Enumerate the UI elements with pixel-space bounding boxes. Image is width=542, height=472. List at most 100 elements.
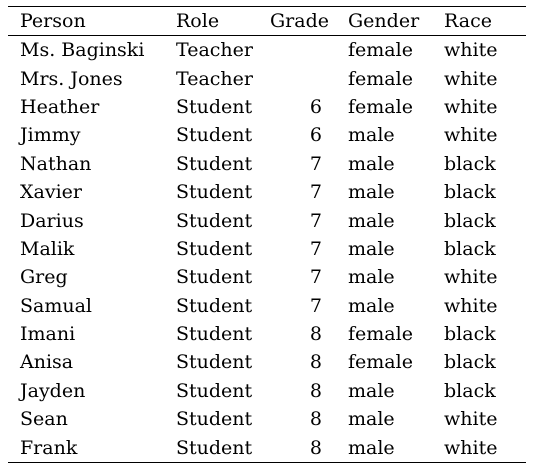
cell-role: Student xyxy=(176,150,264,178)
cell-person: Imani xyxy=(8,320,176,348)
cell-person: Darius xyxy=(8,206,176,234)
cell-gender: male xyxy=(348,178,444,206)
table-row: Jayden Student 8 male black xyxy=(8,377,526,405)
cell-person: Samual xyxy=(8,292,176,320)
header-grade: Grade xyxy=(264,7,348,36)
cell-grade: 8 xyxy=(264,405,348,433)
cell-gender: male xyxy=(348,150,444,178)
table-row: Samual Student 7 male white xyxy=(8,292,526,320)
cell-person: Heather xyxy=(8,93,176,121)
cell-role: Student xyxy=(176,121,264,149)
table-row: Darius Student 7 male black xyxy=(8,206,526,234)
cell-person: Jimmy xyxy=(8,121,176,149)
header-role: Role xyxy=(176,7,264,36)
cell-role: Student xyxy=(176,206,264,234)
cell-role: Teacher xyxy=(176,64,264,92)
cell-race: black xyxy=(444,320,526,348)
cell-gender: male xyxy=(348,433,444,462)
cell-race: black xyxy=(444,348,526,376)
table-body: Ms. Baginski Teacher female white Mrs. Jones… xyxy=(8,36,526,463)
cell-gender: female xyxy=(348,348,444,376)
cell-race: white xyxy=(444,292,526,320)
cell-race: black xyxy=(444,178,526,206)
cell-grade: 6 xyxy=(264,121,348,149)
cell-person: Mrs. Jones xyxy=(8,64,176,92)
cell-race: black xyxy=(444,206,526,234)
cell-grade: 8 xyxy=(264,320,348,348)
cell-gender: male xyxy=(348,235,444,263)
cell-race: white xyxy=(444,93,526,121)
people-table-container: Person Role Grade Gender Race Ms. Bagins… xyxy=(8,6,526,463)
cell-grade: 7 xyxy=(264,235,348,263)
cell-person: Sean xyxy=(8,405,176,433)
table-row: Nathan Student 7 male black xyxy=(8,150,526,178)
header-gender: Gender xyxy=(348,7,444,36)
cell-person: Jayden xyxy=(8,377,176,405)
cell-role: Student xyxy=(176,433,264,462)
header-row: Person Role Grade Gender Race xyxy=(8,7,526,36)
cell-person: Malik xyxy=(8,235,176,263)
cell-race: white xyxy=(444,36,526,65)
table-row: Malik Student 7 male black xyxy=(8,235,526,263)
cell-role: Student xyxy=(176,405,264,433)
cell-grade xyxy=(264,36,348,65)
table-header: Person Role Grade Gender Race xyxy=(8,7,526,36)
cell-role: Student xyxy=(176,263,264,291)
cell-grade: 7 xyxy=(264,263,348,291)
header-race: Race xyxy=(444,7,526,36)
cell-role: Student xyxy=(176,235,264,263)
cell-gender: male xyxy=(348,206,444,234)
table-row: Sean Student 8 male white xyxy=(8,405,526,433)
table-row: Heather Student 6 female white xyxy=(8,93,526,121)
cell-gender: male xyxy=(348,405,444,433)
cell-grade xyxy=(264,64,348,92)
table-row: Ms. Baginski Teacher female white xyxy=(8,36,526,65)
cell-person: Greg xyxy=(8,263,176,291)
cell-person: Xavier xyxy=(8,178,176,206)
table-row: Imani Student 8 female black xyxy=(8,320,526,348)
cell-race: black xyxy=(444,377,526,405)
cell-gender: male xyxy=(348,121,444,149)
cell-grade: 7 xyxy=(264,178,348,206)
cell-person: Frank xyxy=(8,433,176,462)
cell-person: Nathan xyxy=(8,150,176,178)
cell-gender: female xyxy=(348,93,444,121)
cell-gender: male xyxy=(348,377,444,405)
cell-role: Student xyxy=(176,292,264,320)
header-person: Person xyxy=(8,7,176,36)
cell-race: white xyxy=(444,64,526,92)
cell-grade: 7 xyxy=(264,150,348,178)
cell-grade: 8 xyxy=(264,348,348,376)
cell-person: Anisa xyxy=(8,348,176,376)
cell-person: Ms. Baginski xyxy=(8,36,176,65)
cell-gender: male xyxy=(348,292,444,320)
table-row: Greg Student 7 male white xyxy=(8,263,526,291)
cell-gender: female xyxy=(348,36,444,65)
table-row: Frank Student 8 male white xyxy=(8,433,526,462)
table-row: Anisa Student 8 female black xyxy=(8,348,526,376)
cell-race: black xyxy=(444,235,526,263)
people-table: Person Role Grade Gender Race Ms. Bagins… xyxy=(8,6,526,463)
cell-role: Student xyxy=(176,320,264,348)
table-row: Jimmy Student 6 male white xyxy=(8,121,526,149)
cell-role: Student xyxy=(176,348,264,376)
cell-race: black xyxy=(444,150,526,178)
cell-gender: male xyxy=(348,263,444,291)
cell-race: white xyxy=(444,433,526,462)
cell-grade: 7 xyxy=(264,292,348,320)
cell-role: Student xyxy=(176,178,264,206)
cell-gender: female xyxy=(348,320,444,348)
cell-grade: 7 xyxy=(264,206,348,234)
table-row: Mrs. Jones Teacher female white xyxy=(8,64,526,92)
cell-race: white xyxy=(444,263,526,291)
cell-grade: 8 xyxy=(264,377,348,405)
cell-role: Student xyxy=(176,93,264,121)
cell-role: Teacher xyxy=(176,36,264,65)
cell-race: white xyxy=(444,405,526,433)
cell-gender: female xyxy=(348,64,444,92)
cell-grade: 6 xyxy=(264,93,348,121)
cell-grade: 8 xyxy=(264,433,348,462)
cell-role: Student xyxy=(176,377,264,405)
cell-race: white xyxy=(444,121,526,149)
table-row: Xavier Student 7 male black xyxy=(8,178,526,206)
